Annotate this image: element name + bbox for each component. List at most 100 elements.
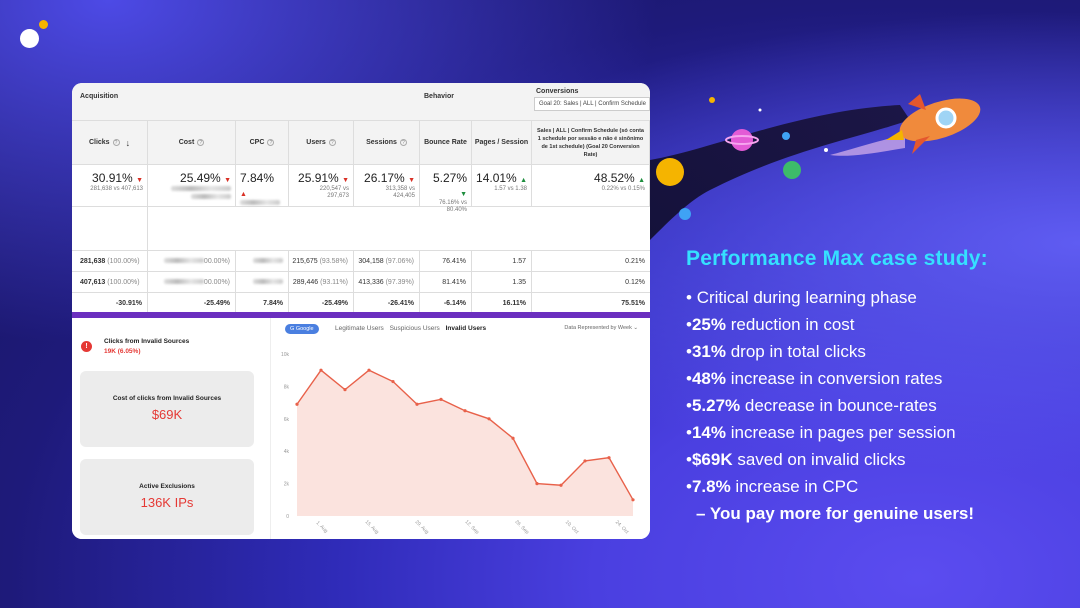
bullet-text: decrease in bounce-rates	[740, 396, 937, 415]
data-point[interactable]	[607, 456, 611, 460]
bullet-dot-icon: •	[686, 315, 692, 334]
star-icon	[824, 148, 828, 152]
invalid-sources-panel: ! Clicks from Invalid Sources 19K (6.05%…	[72, 318, 270, 539]
planet-ring-icon	[725, 135, 759, 145]
column-pages-session[interactable]: Pages / Session	[472, 121, 532, 165]
y-tick-label: 10k	[281, 352, 290, 358]
bullet-highlight: 31%	[691, 342, 726, 361]
bullet-text: increase in conversion rates	[725, 369, 943, 388]
space-trail	[650, 105, 910, 240]
planet-icon	[656, 158, 684, 186]
x-tick-label: 26. Sep	[513, 519, 530, 536]
arrow-up-icon: ▲	[240, 191, 247, 198]
data-point[interactable]	[367, 368, 371, 372]
summary-bounce: 5.27% ▼ 76.16% vs 80.40%	[420, 165, 472, 213]
analytics-table: Acquisition Behavior Conversions Goal 20…	[72, 83, 650, 314]
summary-sessions: 26.17% ▼ 313,358 vs 424,405	[354, 165, 420, 207]
y-tick-label: 0	[286, 514, 289, 520]
bullet-item: •$69K saved on invalid clicks	[686, 450, 1076, 477]
column-bounce-rate[interactable]: Bounce Rate	[420, 121, 472, 165]
data-point[interactable]	[439, 397, 443, 401]
tab-suspicious-users[interactable]: Suspicious Users	[389, 325, 440, 332]
data-represented-select[interactable]: Data Represented by Week ⌄	[564, 325, 638, 331]
data-point[interactable]	[487, 417, 491, 421]
data-point[interactable]	[391, 379, 395, 384]
column-cost[interactable]: Cost?	[148, 121, 236, 165]
bullet-item: •7.8% increase in CPC	[686, 477, 1076, 504]
x-tick-label: 29. Aug	[414, 519, 430, 535]
conversion-goal-select[interactable]: Goal 20: Sales | ALL | Confirm Schedule	[534, 97, 650, 111]
active-exclusions-title: Active Exclusions	[139, 483, 195, 490]
bullet-text: increase in CPC	[730, 477, 859, 496]
cost-invalid-box: Cost of clicks from Invalid Sources $69K	[80, 371, 254, 447]
table-spacer-row	[72, 207, 650, 251]
y-tick-label: 2k	[284, 482, 290, 488]
column-clicks[interactable]: Clicks? ↓	[72, 121, 148, 165]
invalid-users-area-chart: 0 2k 4k 6k 8k 10k 1. Aug 15. Aug 29. Aug 12. Sep 2…	[281, 352, 635, 536]
tab-legitimate-users[interactable]: Legitimate Users	[335, 325, 384, 332]
data-point[interactable]	[415, 402, 419, 406]
data-point[interactable]	[463, 409, 467, 413]
y-tick-label: 4k	[284, 449, 290, 455]
invalid-clicks-title: Clicks from Invalid Sources	[104, 338, 190, 345]
arrow-up-icon: ▲	[520, 177, 527, 184]
data-point[interactable]	[511, 436, 515, 440]
bullet-item: •31% drop in total clicks	[686, 342, 1076, 369]
section-divider	[72, 312, 650, 318]
summary-cpc: 7.84% ▲	[236, 165, 289, 207]
tab-invalid-users[interactable]: Invalid Users	[445, 325, 487, 332]
data-point[interactable]	[583, 459, 587, 463]
y-tick-label: 6k	[284, 417, 290, 423]
column-cpc[interactable]: CPC?	[236, 121, 289, 165]
data-point[interactable]	[535, 482, 539, 486]
column-sessions[interactable]: Sessions?	[354, 121, 420, 165]
star-icon	[709, 97, 715, 103]
area-fill	[297, 370, 633, 516]
arrow-down-icon: ▼	[460, 191, 467, 198]
exhaust-smoke	[830, 135, 905, 156]
group-conversions: Conversions	[536, 88, 579, 95]
column-conversion-rate[interactable]: Sales | ALL | Confirm Schedule (só conta…	[532, 121, 650, 165]
bullet-dot-icon: •	[686, 369, 692, 388]
group-behavior: Behavior	[424, 93, 454, 100]
group-acquisition: Acquisition	[80, 93, 119, 100]
active-exclusions-value: 136K IPs	[140, 495, 194, 510]
case-study-bullets: • Critical during learning phase •25% red…	[686, 288, 1076, 524]
google-chip[interactable]: G Google	[285, 324, 319, 334]
bullet-note: – You pay more for genuine users!	[696, 504, 975, 523]
arrow-up-icon: ▲	[638, 177, 645, 184]
cost-invalid-value: $69K	[151, 407, 183, 422]
user-type-tabs: Legitimate Users Suspicious Users Invali…	[335, 325, 490, 332]
bullet-item: •48% increase in conversion rates	[686, 369, 1076, 396]
cost-invalid-title: Cost of clicks from Invalid Sources	[112, 395, 222, 402]
bullet-highlight: 5.27%	[691, 396, 741, 415]
active-exclusions-box: Active Exclusions 136K IPs	[80, 459, 254, 535]
arrow-down-icon: ▼	[342, 177, 349, 184]
bullet-text: reduction in cost	[725, 315, 855, 334]
invalid-clicks-value: 19K (6.05%)	[104, 348, 141, 355]
planet-icon	[731, 129, 753, 151]
data-point[interactable]	[559, 483, 563, 487]
data-point[interactable]	[631, 498, 635, 502]
summary-clicks: 30.91% ▼ 281,638 vs 407,613	[72, 165, 148, 207]
table-row: 407,613 (100.00%) 00.00%) 289,446 (93.11…	[72, 272, 650, 293]
table-row: 281,638 (100.00%) 00.00%) 215,675 (93.58…	[72, 251, 650, 272]
column-users[interactable]: Users?	[289, 121, 354, 165]
bullet-dot-icon: •	[686, 396, 692, 415]
bullet-dot-icon: •	[686, 342, 692, 361]
data-point[interactable]	[343, 388, 347, 392]
data-point[interactable]	[295, 402, 299, 406]
report-screenshot-card: Acquisition Behavior Conversions Goal 20…	[72, 83, 650, 539]
planet-icon	[783, 161, 801, 179]
x-tick-label: 1. Aug	[315, 520, 329, 534]
data-point[interactable]	[319, 368, 323, 372]
logo-dots-icon	[20, 20, 50, 50]
bullet-item: •5.27% decrease in bounce-rates	[686, 396, 1076, 423]
arrow-down-icon: ▼	[408, 177, 415, 184]
bullet-item: •14% increase in pages per session	[686, 423, 1076, 450]
bullet-item: •25% reduction in cost	[686, 315, 1076, 342]
summary-cost: 25.49% ▼	[148, 165, 236, 207]
x-tick-label: 12. Sep	[463, 519, 480, 536]
planet-icon	[679, 208, 691, 220]
bullet-dot-icon: •	[686, 423, 692, 442]
